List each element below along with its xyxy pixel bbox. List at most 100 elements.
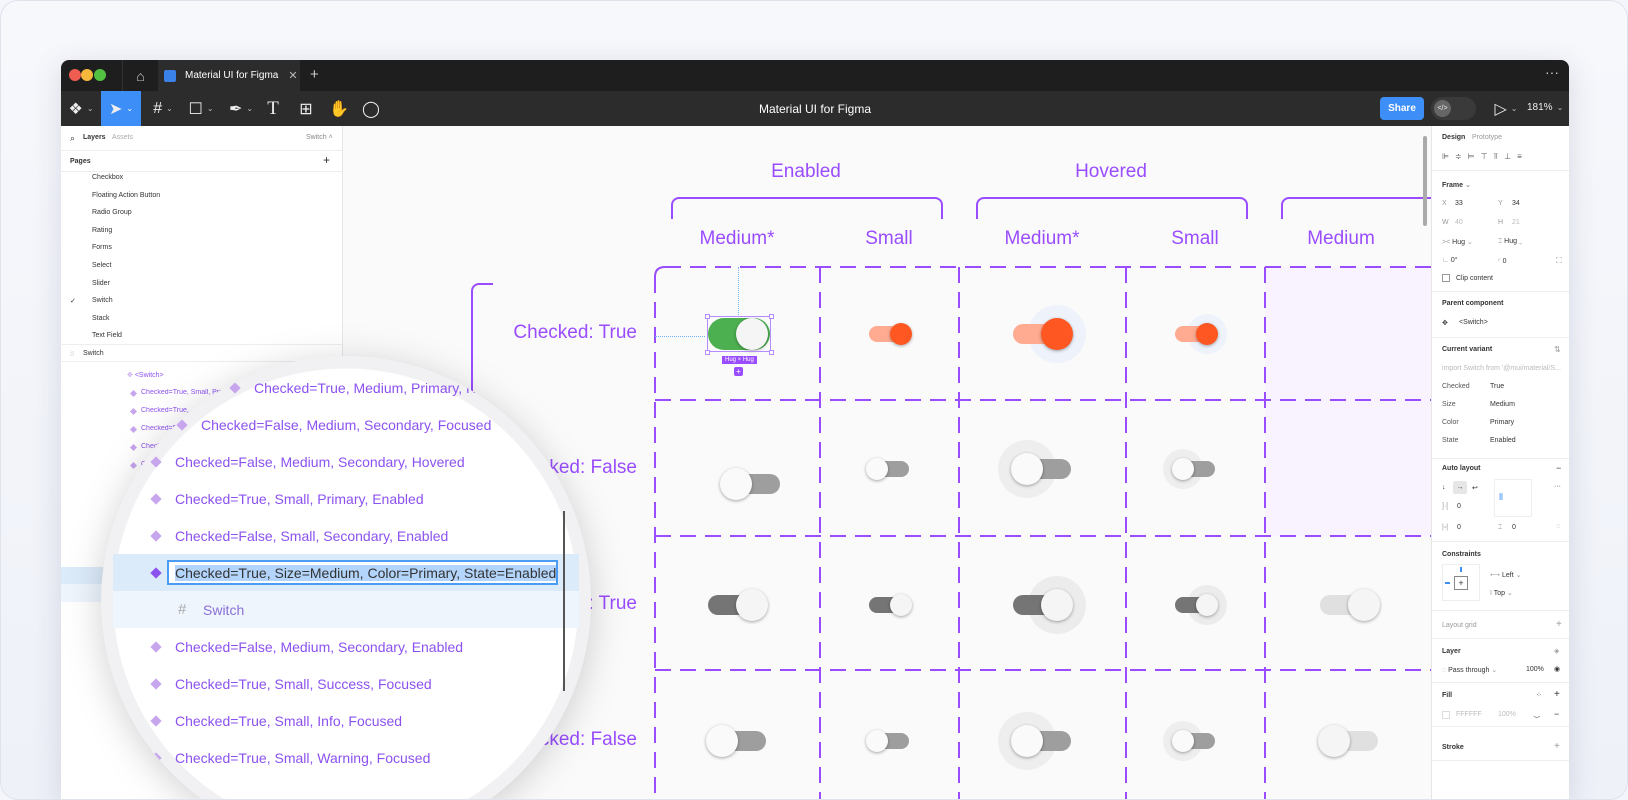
fill-opacity-input[interactable]: 100% xyxy=(1498,711,1516,718)
ellipsis-icon[interactable]: ··· xyxy=(1545,64,1559,80)
variant-layer-row[interactable]: Checked=True, Small, Info, Focused xyxy=(113,702,579,739)
switch[interactable] xyxy=(1175,314,1227,354)
parent-component-link[interactable]: <Switch> xyxy=(1459,319,1488,326)
close-icon[interactable]: ✕ xyxy=(288,70,298,82)
switch[interactable] xyxy=(998,440,1071,498)
variant-prop-value[interactable]: Primary xyxy=(1490,419,1515,426)
resize-handle[interactable] xyxy=(705,350,710,355)
dev-mode-toggle[interactable]: </> xyxy=(1431,97,1476,120)
play-icon[interactable]: ▷ ⌄ xyxy=(1494,100,1518,118)
switch[interactable] xyxy=(720,468,780,500)
variant-layer-row[interactable]: Checked=True, Small, Warning, Focused xyxy=(113,739,579,776)
variant-prop-value[interactable]: Enabled xyxy=(1490,437,1516,444)
comment-tool-icon[interactable]: ◯ xyxy=(362,100,380,118)
vertical-constraint-select[interactable]: I Top ⌄ xyxy=(1490,590,1513,597)
remove-fill-icon[interactable]: − xyxy=(1554,709,1560,719)
scrollbar[interactable] xyxy=(563,511,565,691)
switch[interactable] xyxy=(1163,449,1215,489)
page-item[interactable]: Switch xyxy=(92,297,113,305)
variant-layer-row[interactable]: Checked=False, Small, Secondary, Enabled xyxy=(113,517,579,554)
page-item[interactable]: Text Field xyxy=(92,332,122,340)
plus-icon[interactable]: + xyxy=(310,66,319,83)
switch[interactable] xyxy=(866,458,909,480)
individual-padding-icon[interactable]: ◌ xyxy=(1556,523,1561,530)
variant-layer-row[interactable]: Checked=True, Medium, Primary, Hovered xyxy=(113,369,579,406)
resources-icon[interactable]: ⊞ xyxy=(299,100,313,118)
frame-tool-icon[interactable]: # ⌄ xyxy=(153,99,173,117)
canvas-scrollbar[interactable] xyxy=(1423,136,1427,226)
switch[interactable] xyxy=(998,712,1071,770)
height-mode-select[interactable]: ⌶ Hug ⌄ xyxy=(1498,238,1523,245)
tab-layers[interactable]: Layers xyxy=(83,134,106,141)
top-constraint-marker[interactable] xyxy=(1460,567,1462,572)
wrap-icon[interactable]: ↩ xyxy=(1472,485,1478,492)
blend-mode-select[interactable]: ◌ Pass through ⌄ xyxy=(1442,667,1498,674)
visibility-eye-icon[interactable]: ◉ xyxy=(1554,666,1561,673)
switch[interactable] xyxy=(1013,305,1086,363)
variant-layer-row[interactable]: Checked=False, Medium, Secondary, Hovere… xyxy=(113,443,579,480)
add-page-icon[interactable]: + xyxy=(323,153,331,167)
constraints-widget[interactable]: + xyxy=(1442,564,1480,601)
figma-menu-icon[interactable]: ❖ ⌄ xyxy=(68,100,94,118)
more-icon[interactable]: ··· xyxy=(1554,483,1561,490)
add-stroke-icon[interactable]: + xyxy=(1554,741,1560,752)
minimize-window-button[interactable] xyxy=(81,69,93,81)
resize-handle[interactable] xyxy=(769,350,774,355)
padding-h-input[interactable]: 0 xyxy=(1457,524,1461,531)
page-item[interactable]: Rating xyxy=(92,226,113,234)
add-auto-layout-icon[interactable]: + xyxy=(734,367,743,376)
alignment-icons[interactable]: ⊫≑⊨⊤⫪⊥≡ xyxy=(1442,152,1528,161)
switch[interactable] xyxy=(869,323,912,345)
frame-layer-label[interactable]: Switch xyxy=(83,350,104,357)
hand-tool-icon[interactable]: ✋ xyxy=(329,100,349,118)
variant-settings-icon[interactable]: ⇅ xyxy=(1554,345,1561,354)
add-layout-grid-icon[interactable]: + xyxy=(1556,619,1562,630)
direction-horizontal-icon[interactable]: → xyxy=(1453,481,1467,494)
pen-tool-icon[interactable]: ✒ ⌄ xyxy=(228,100,254,118)
page-item[interactable]: Select xyxy=(92,262,112,269)
variant-prop-value[interactable]: True xyxy=(1490,383,1505,390)
direction-vertical-icon[interactable]: ↓ xyxy=(1442,484,1446,491)
switch[interactable] xyxy=(866,730,909,752)
page-item[interactable]: Slider xyxy=(92,279,110,287)
switch[interactable] xyxy=(1320,589,1380,621)
w-input[interactable]: 40 xyxy=(1455,219,1463,226)
switch[interactable] xyxy=(1163,721,1215,761)
switch[interactable] xyxy=(708,589,768,621)
alignment-grid[interactable]: ⦀ xyxy=(1494,479,1532,517)
spacing-input[interactable]: 0 xyxy=(1457,503,1461,510)
add-fill-icon[interactable]: + xyxy=(1554,689,1560,700)
share-button[interactable]: Share xyxy=(1380,97,1424,120)
close-window-button[interactable] xyxy=(69,69,81,81)
horizontal-constraint-select[interactable]: ⟷ Left ⌄ xyxy=(1490,572,1522,579)
fill-swatch[interactable] xyxy=(1442,711,1450,719)
variant-layer-row[interactable]: Checked=True, Size=Medium, Color=Primary… xyxy=(113,554,579,591)
blend-settings-icon[interactable]: ◈ xyxy=(1554,648,1560,655)
resize-handle[interactable] xyxy=(769,314,774,319)
switch[interactable]: Hug × Hug + xyxy=(705,314,774,376)
page-item[interactable]: Floating Action Button xyxy=(92,191,161,199)
layer-opacity-input[interactable]: 100% xyxy=(1526,666,1544,673)
page-item[interactable]: Radio Group xyxy=(92,209,132,217)
text-tool-icon[interactable]: T xyxy=(267,97,279,119)
fill-styles-icon[interactable]: ⁘ xyxy=(1536,692,1542,699)
resize-handle[interactable] xyxy=(705,314,710,319)
tab-prototype[interactable]: Prototype xyxy=(1472,134,1502,141)
tab-assets[interactable]: Assets xyxy=(112,134,134,141)
home-icon[interactable]: ⌂ xyxy=(122,60,158,91)
rotation-input[interactable]: ∟ 0° xyxy=(1442,257,1458,264)
component-set-layer[interactable]: ✥ <Switch> xyxy=(127,371,164,379)
left-constraint-marker[interactable] xyxy=(1445,582,1450,584)
switch[interactable] xyxy=(1318,725,1378,757)
y-input[interactable]: 34 xyxy=(1512,200,1520,207)
padding-v-input[interactable]: 0 xyxy=(1512,524,1516,531)
page-selector[interactable]: Switch ˄ xyxy=(306,134,333,141)
page-item[interactable]: Stack xyxy=(92,314,110,322)
variant-layer-row[interactable]: Checked=False, Medium, Secondary, Enable… xyxy=(113,628,579,665)
corner-radius-input[interactable]: ◜ 0 xyxy=(1498,258,1507,265)
zoom-level[interactable]: 181% ⌄ xyxy=(1527,102,1564,113)
fill-visibility-icon[interactable]: ‿ xyxy=(1534,711,1540,718)
switch[interactable] xyxy=(1013,576,1086,634)
variant-prop-value[interactable]: Medium xyxy=(1490,401,1515,408)
clip-content-checkbox[interactable]: Clip content xyxy=(1442,274,1493,282)
